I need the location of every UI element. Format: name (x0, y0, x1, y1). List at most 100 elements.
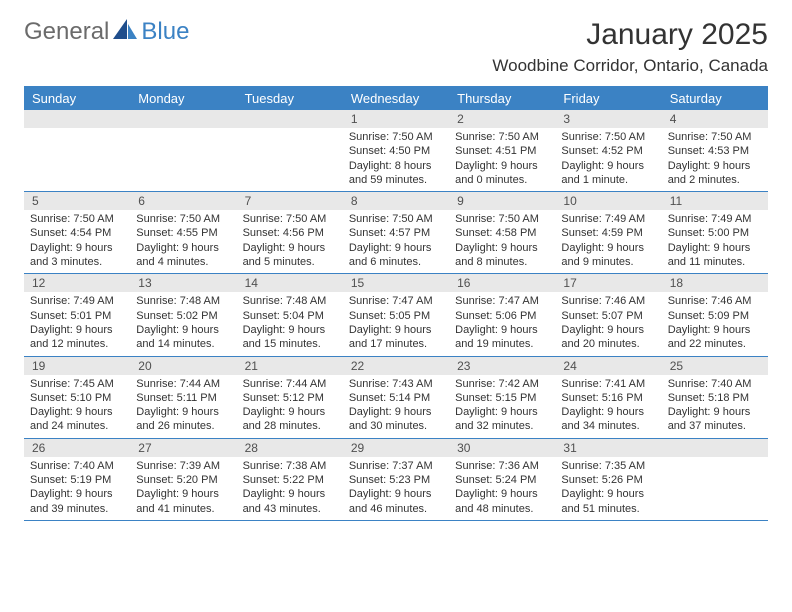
daylight-text-1: Daylight: 9 hours (30, 487, 124, 501)
sunrise-text: Sunrise: 7:40 AM (668, 377, 762, 391)
daylight-text-1: Daylight: 9 hours (561, 405, 655, 419)
weeks-container: 1Sunrise: 7:50 AMSunset: 4:50 PMDaylight… (24, 110, 768, 521)
sunrise-text: Sunrise: 7:41 AM (561, 377, 655, 391)
day-cell: 9Sunrise: 7:50 AMSunset: 4:58 PMDaylight… (449, 192, 555, 273)
sunrise-text: Sunrise: 7:44 AM (136, 377, 230, 391)
sunrise-text: Sunrise: 7:50 AM (30, 212, 124, 226)
logo: General Blue (24, 18, 189, 46)
daylight-text-2: and 12 minutes. (30, 337, 124, 351)
day-body: Sunrise: 7:44 AMSunset: 5:12 PMDaylight:… (237, 375, 343, 438)
sunset-text: Sunset: 5:26 PM (561, 473, 655, 487)
daylight-text-2: and 28 minutes. (243, 419, 337, 433)
sunset-text: Sunset: 4:51 PM (455, 144, 549, 158)
weekday-header: Saturday (662, 87, 768, 110)
day-number: 22 (343, 357, 449, 375)
sunset-text: Sunset: 4:55 PM (136, 226, 230, 240)
day-cell: 19Sunrise: 7:45 AMSunset: 5:10 PMDayligh… (24, 357, 130, 438)
day-number-empty (24, 110, 130, 128)
sunset-text: Sunset: 5:16 PM (561, 391, 655, 405)
sunset-text: Sunset: 4:56 PM (243, 226, 337, 240)
day-body: Sunrise: 7:35 AMSunset: 5:26 PMDaylight:… (555, 457, 661, 520)
day-body: Sunrise: 7:42 AMSunset: 5:15 PMDaylight:… (449, 375, 555, 438)
sunset-text: Sunset: 5:22 PM (243, 473, 337, 487)
day-number: 10 (555, 192, 661, 210)
day-cell: 8Sunrise: 7:50 AMSunset: 4:57 PMDaylight… (343, 192, 449, 273)
sunset-text: Sunset: 4:52 PM (561, 144, 655, 158)
header-row: General Blue January 2025 Woodbine Corri… (24, 18, 768, 76)
daylight-text-2: and 5 minutes. (243, 255, 337, 269)
day-cell: 25Sunrise: 7:40 AMSunset: 5:18 PMDayligh… (662, 357, 768, 438)
daylight-text-1: Daylight: 9 hours (136, 241, 230, 255)
daylight-text-1: Daylight: 9 hours (455, 405, 549, 419)
day-number: 24 (555, 357, 661, 375)
daylight-text-1: Daylight: 9 hours (455, 487, 549, 501)
daylight-text-1: Daylight: 9 hours (561, 241, 655, 255)
day-cell: 23Sunrise: 7:42 AMSunset: 5:15 PMDayligh… (449, 357, 555, 438)
weekday-header: Tuesday (237, 87, 343, 110)
day-number: 30 (449, 439, 555, 457)
day-number: 9 (449, 192, 555, 210)
day-cell: 24 Sunrise: 7:41 AMSunset: 5:16 PMDayligh… (555, 357, 661, 438)
daylight-text-2: and 17 minutes. (349, 337, 443, 351)
daylight-text-1: Daylight: 9 hours (561, 487, 655, 501)
day-number: 26 (24, 439, 130, 457)
daylight-text-2: and 34 minutes. (561, 419, 655, 433)
daylight-text-1: Daylight: 9 hours (349, 405, 443, 419)
daylight-text-1: Daylight: 9 hours (243, 323, 337, 337)
sunrise-text: Sunrise: 7:50 AM (136, 212, 230, 226)
daylight-text-1: Daylight: 9 hours (136, 405, 230, 419)
day-number: 14 (237, 274, 343, 292)
day-cell (237, 110, 343, 191)
daylight-text-2: and 3 minutes. (30, 255, 124, 269)
sunrise-text: Sunrise: 7:38 AM (243, 459, 337, 473)
sunset-text: Sunset: 4:57 PM (349, 226, 443, 240)
day-number: 29 (343, 439, 449, 457)
sunrise-text: Sunrise: 7:39 AM (136, 459, 230, 473)
logo-text-blue: Blue (141, 18, 189, 46)
day-body: Sunrise: 7:50 AMSunset: 4:54 PMDaylight:… (24, 210, 130, 273)
day-number: 17 (555, 274, 661, 292)
daylight-text-2: and 8 minutes. (455, 255, 549, 269)
daylight-text-2: and 51 minutes. (561, 502, 655, 516)
day-cell: 18Sunrise: 7:46 AMSunset: 5:09 PMDayligh… (662, 274, 768, 355)
day-number: 8 (343, 192, 449, 210)
day-number: 20 (130, 357, 236, 375)
day-cell: 15Sunrise: 7:47 AMSunset: 5:05 PMDayligh… (343, 274, 449, 355)
day-cell: 20Sunrise: 7:44 AMSunset: 5:11 PMDayligh… (130, 357, 236, 438)
day-cell: 10Sunrise: 7:49 AMSunset: 4:59 PMDayligh… (555, 192, 661, 273)
sunrise-text: Sunrise: 7:35 AM (561, 459, 655, 473)
daylight-text-2: and 9 minutes. (561, 255, 655, 269)
sunset-text: Sunset: 5:14 PM (349, 391, 443, 405)
sunset-text: Sunset: 5:20 PM (136, 473, 230, 487)
daylight-text-1: Daylight: 9 hours (243, 241, 337, 255)
day-body: Sunrise: 7:47 AMSunset: 5:06 PMDaylight:… (449, 292, 555, 355)
sunset-text: Sunset: 5:18 PM (668, 391, 762, 405)
sunrise-text: Sunrise: 7:42 AM (455, 377, 549, 391)
daylight-text-2: and 26 minutes. (136, 419, 230, 433)
day-body: Sunrise: 7:39 AMSunset: 5:20 PMDaylight:… (130, 457, 236, 520)
day-cell: 1Sunrise: 7:50 AMSunset: 4:50 PMDaylight… (343, 110, 449, 191)
daylight-text-2: and 59 minutes. (349, 173, 443, 187)
sunset-text: Sunset: 4:58 PM (455, 226, 549, 240)
daylight-text-2: and 43 minutes. (243, 502, 337, 516)
sunrise-text: Sunrise: 7:47 AM (455, 294, 549, 308)
day-cell (662, 439, 768, 520)
daylight-text-1: Daylight: 9 hours (455, 323, 549, 337)
sunset-text: Sunset: 5:24 PM (455, 473, 549, 487)
day-cell (24, 110, 130, 191)
day-body: Sunrise: 7:36 AMSunset: 5:24 PMDaylight:… (449, 457, 555, 520)
sunrise-text: Sunrise: 7:49 AM (561, 212, 655, 226)
sunrise-text: Sunrise: 7:50 AM (561, 130, 655, 144)
day-number: 15 (343, 274, 449, 292)
day-number-empty (130, 110, 236, 128)
title-block: January 2025 Woodbine Corridor, Ontario,… (492, 18, 768, 76)
day-body: Sunrise: 7:50 AMSunset: 4:52 PMDaylight:… (555, 128, 661, 191)
day-body: Sunrise: 7:50 AMSunset: 4:55 PMDaylight:… (130, 210, 236, 273)
sunset-text: Sunset: 5:09 PM (668, 309, 762, 323)
sunrise-text: Sunrise: 7:45 AM (30, 377, 124, 391)
sunrise-text: Sunrise: 7:36 AM (455, 459, 549, 473)
day-number: 21 (237, 357, 343, 375)
daylight-text-2: and 1 minute. (561, 173, 655, 187)
daylight-text-1: Daylight: 9 hours (243, 487, 337, 501)
sunrise-text: Sunrise: 7:50 AM (668, 130, 762, 144)
